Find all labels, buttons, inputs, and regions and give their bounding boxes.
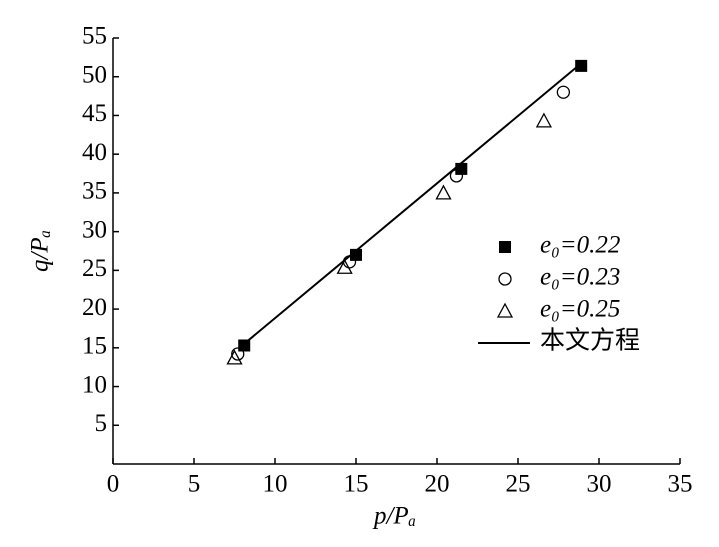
x-tick-label: 25 [506,471,531,498]
point [350,248,362,261]
point [435,184,452,200]
y-tick-label: 35 [82,178,107,205]
point [226,349,243,365]
y-tick-label: 30 [82,216,107,243]
legend-label: 本文方程 [540,327,640,355]
y-tick-label: 10 [82,371,107,398]
point [575,59,588,72]
y-tick-label: 40 [82,139,107,166]
x-tick-label: 30 [587,471,612,498]
y-tick-label: 55 [82,23,107,50]
x-axis-label: p/Pₐ [372,503,416,530]
y-tick-label: 20 [82,294,107,321]
legend-label: e₀=0.25 [540,296,620,323]
legend-marker [499,241,511,253]
y-axis-label: q/Pₐ [27,230,54,272]
x-tick-label: 5 [188,471,201,498]
y-tick-label: 50 [82,61,107,88]
y-tick-label: 45 [82,100,107,127]
point [449,169,464,183]
legend-label: e₀=0.23 [540,264,620,291]
y-tick-label: 5 [95,410,108,437]
point [535,112,553,128]
y-tick-label: 25 [82,255,107,282]
x-tick-label: 0 [107,471,120,498]
point [556,85,571,99]
point [231,347,245,361]
legend-marker [498,272,512,286]
point [336,258,353,274]
y-tick-label: 15 [82,333,107,360]
x-tick-label: 15 [344,471,369,498]
fit-line [238,61,584,349]
x-tick-label: 35 [668,471,693,498]
x-tick-label: 10 [263,471,288,498]
x-tick-label: 20 [425,471,450,498]
legend-marker [496,302,514,318]
legend-label: e₀=0.22 [540,232,620,259]
